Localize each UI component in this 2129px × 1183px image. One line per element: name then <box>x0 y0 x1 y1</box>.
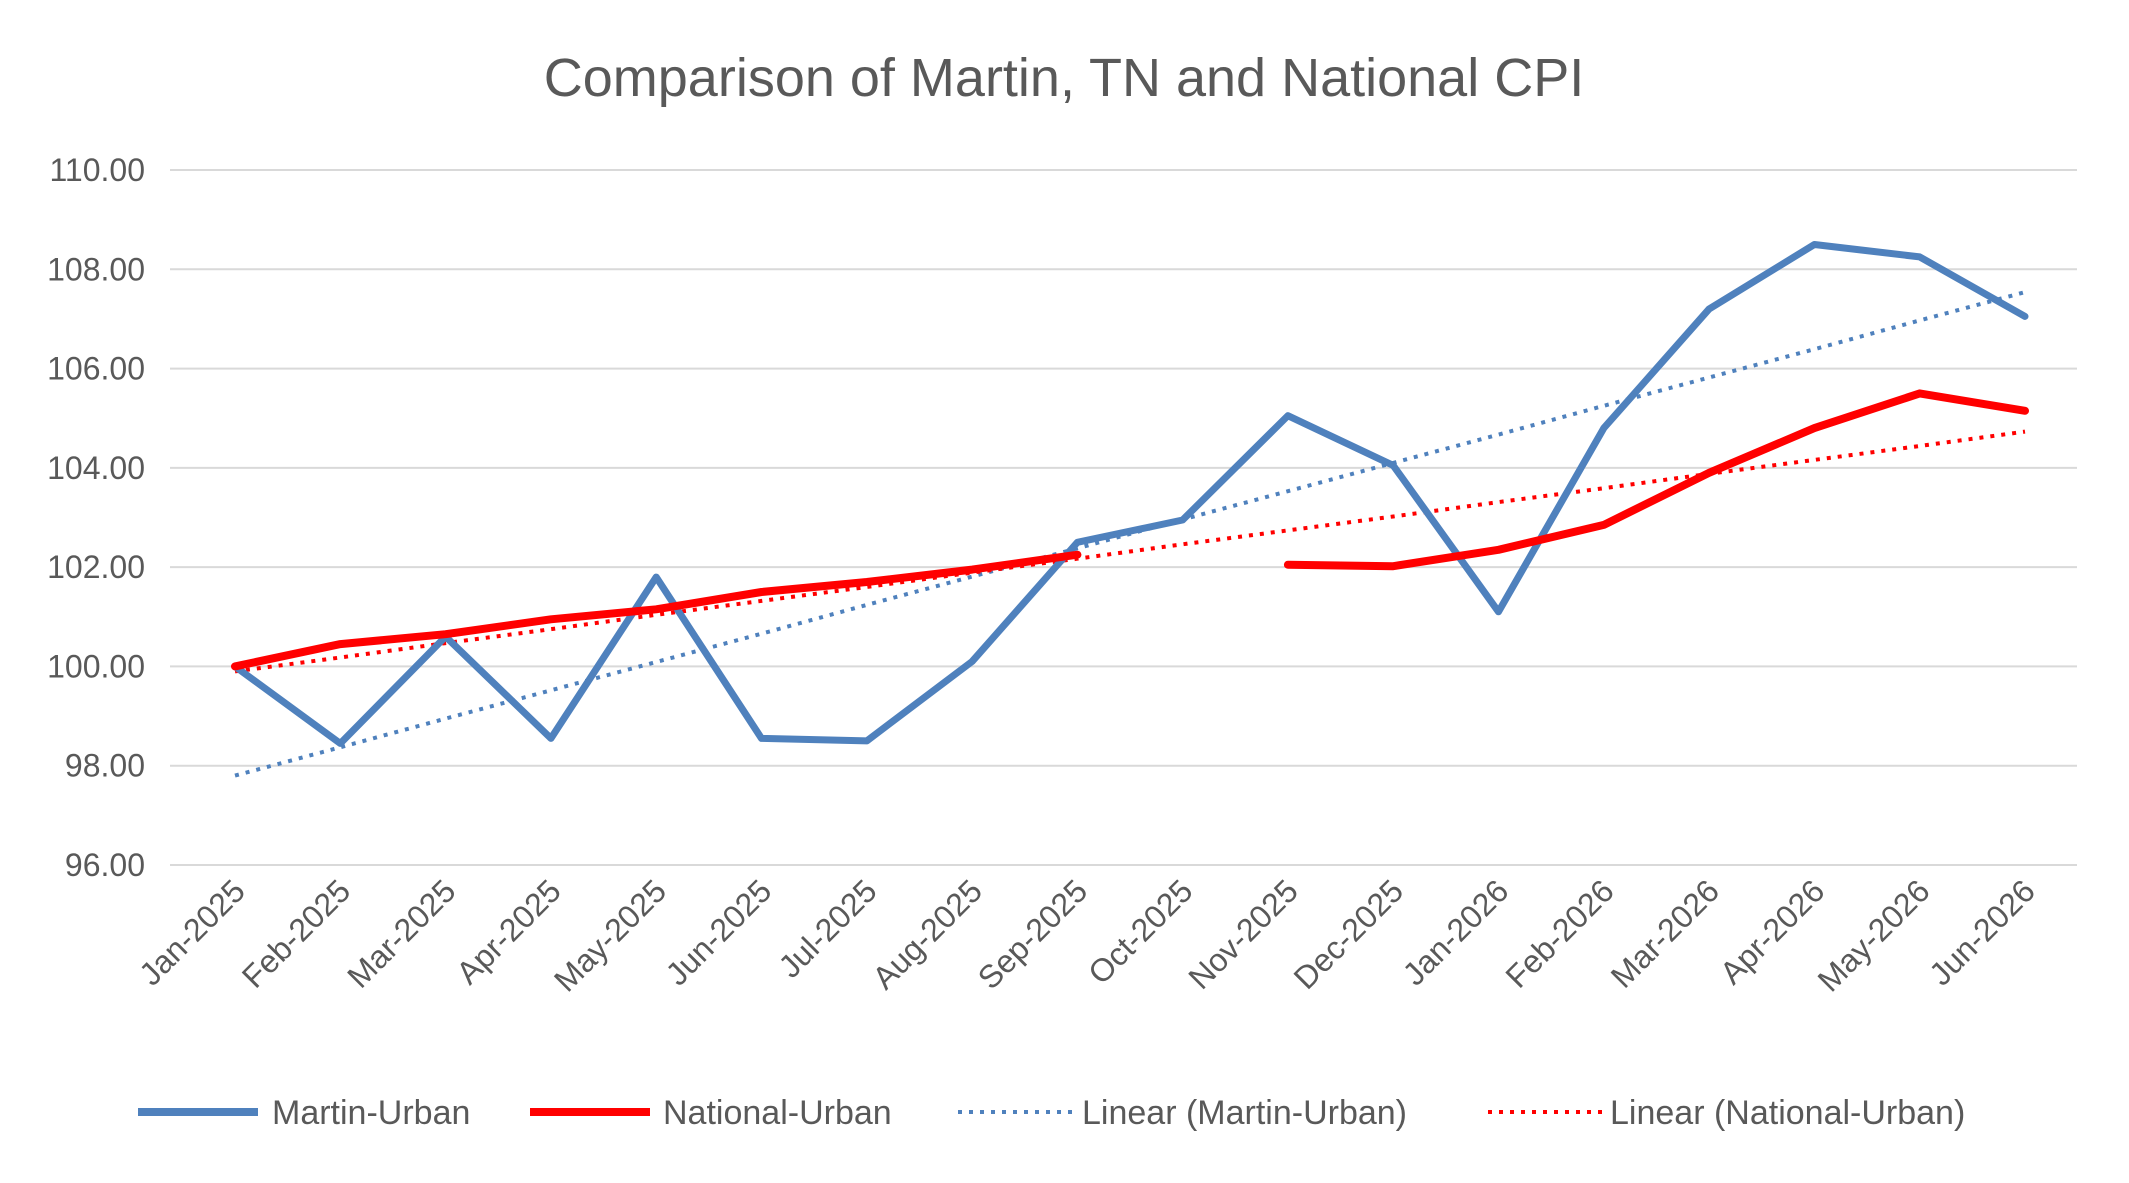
gridlines <box>170 169 2077 866</box>
x-tick-label: Jan-2025 <box>132 872 252 992</box>
x-tick-label: May-2025 <box>547 872 673 998</box>
series-line <box>231 550 1082 671</box>
legend-label: National-Urban <box>663 1094 892 1132</box>
chart-title: Comparison of Martin, TN and National CP… <box>544 48 1584 108</box>
legend-entry: Martin-Urban <box>138 1094 470 1132</box>
y-tick-label: 106.00 <box>47 351 145 387</box>
legend-label: Linear (Martin-Urban) <box>1082 1094 1407 1132</box>
y-axis-ticks: 96.00 98.00 100.00 102.00 104.00 106.00 108.00… <box>47 152 145 883</box>
x-tick-label: Jun-2026 <box>1922 872 2042 992</box>
x-tick-label: Nov-2025 <box>1181 872 1305 996</box>
series-national-urban <box>231 389 2029 671</box>
x-tick-label: Feb-2026 <box>1498 872 1620 994</box>
x-tick-label: Mar-2026 <box>1604 872 1726 994</box>
x-tick-label: Jan-2026 <box>1396 872 1516 992</box>
x-tick-label: Jun-2025 <box>659 872 779 992</box>
series-line <box>1283 389 2029 571</box>
x-tick-label: Oct-2025 <box>1081 872 1200 991</box>
series-martin-urban <box>231 241 2029 747</box>
x-tick-label: Sep-2025 <box>971 872 1095 996</box>
x-tick-label: Feb-2025 <box>235 872 357 994</box>
x-tick-label: Dec-2025 <box>1287 872 1411 996</box>
y-tick-label: 98.00 <box>65 748 145 784</box>
y-tick-label: 108.00 <box>47 251 145 287</box>
y-tick-label: 110.00 <box>50 152 146 188</box>
x-axis-ticks: Jan-2025Feb-2025Mar-2025Apr-2025May-2025… <box>132 872 2042 998</box>
x-tick-label: Mar-2025 <box>340 872 462 994</box>
y-tick-label: 96.00 <box>65 847 145 883</box>
series-line <box>231 241 2029 747</box>
legend-entry: National-Urban <box>530 1094 892 1132</box>
legend-label: Martin-Urban <box>272 1094 470 1132</box>
legend-entry: Linear (Martin-Urban) <box>958 1094 1407 1132</box>
y-tick-label: 102.00 <box>47 549 145 585</box>
series-lines <box>231 241 2029 778</box>
legend-label: Linear (National-Urban) <box>1610 1094 1965 1132</box>
x-tick-label: May-2026 <box>1811 872 1937 998</box>
series-line <box>234 429 2026 674</box>
legend: Martin-Urban National-Urban Linear (Martin… <box>138 1094 1965 1132</box>
y-tick-label: 100.00 <box>47 648 145 684</box>
x-tick-label: Aug-2025 <box>865 872 989 996</box>
legend-entry: Linear (National-Urban) <box>1488 1094 1965 1132</box>
series-linear-national-urban <box>234 429 2026 674</box>
y-tick-label: 104.00 <box>47 450 145 486</box>
